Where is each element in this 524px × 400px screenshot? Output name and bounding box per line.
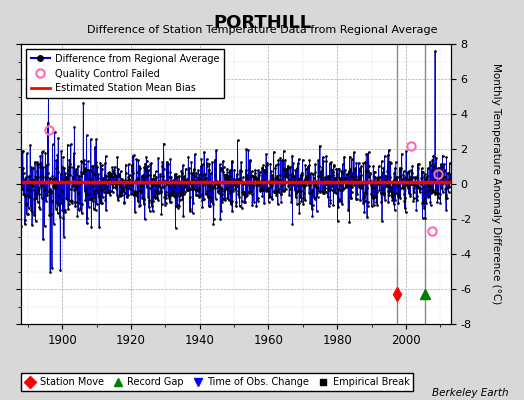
Y-axis label: Monthly Temperature Anomaly Difference (°C): Monthly Temperature Anomaly Difference (…: [491, 63, 501, 305]
Text: Berkeley Earth: Berkeley Earth: [432, 388, 508, 398]
Text: PORTHILL: PORTHILL: [213, 14, 311, 32]
Text: Difference of Station Temperature Data from Regional Average: Difference of Station Temperature Data f…: [87, 25, 437, 35]
Legend: Station Move, Record Gap, Time of Obs. Change, Empirical Break: Station Move, Record Gap, Time of Obs. C…: [20, 373, 413, 391]
Legend: Difference from Regional Average, Quality Control Failed, Estimated Station Mean: Difference from Regional Average, Qualit…: [26, 49, 224, 98]
